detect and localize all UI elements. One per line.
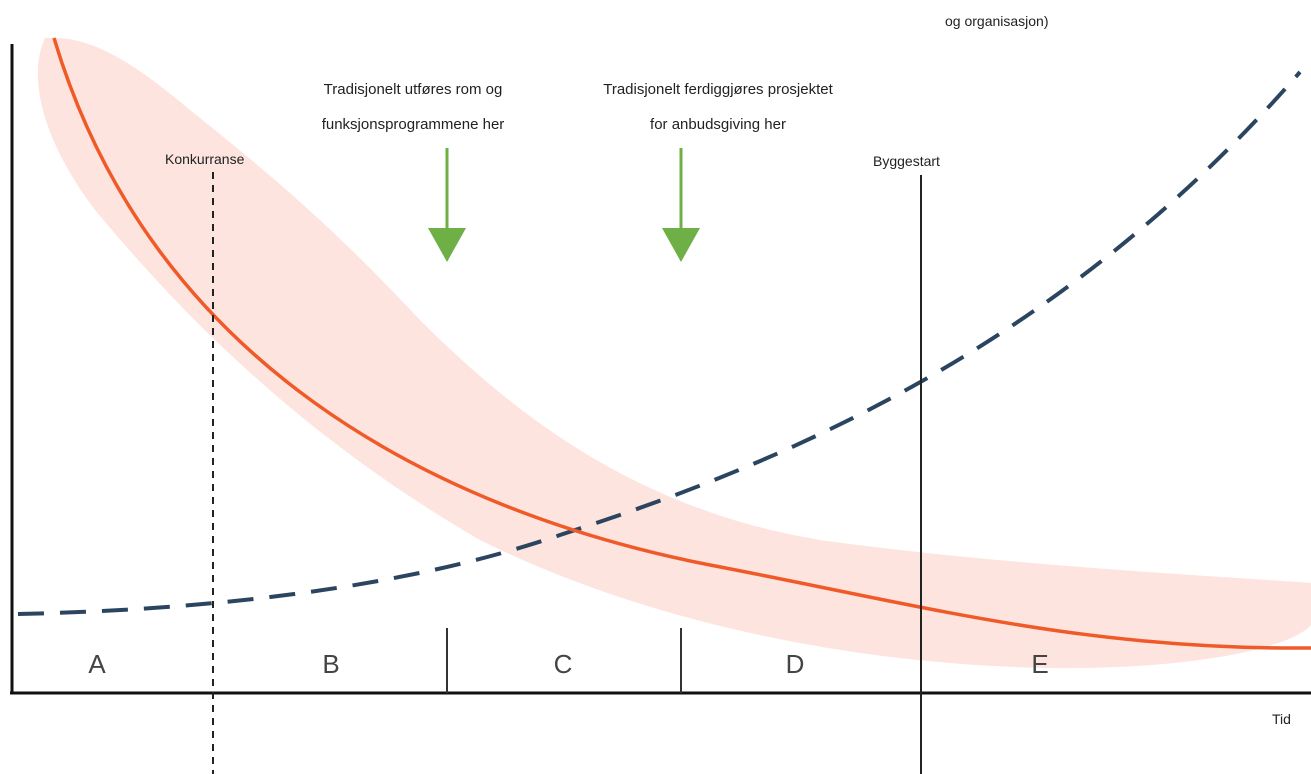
down-arrow-icon — [428, 148, 466, 262]
phase-label-c: C — [554, 649, 573, 679]
down-arrow-icon — [662, 148, 700, 262]
influence-band — [37, 37, 1311, 669]
phase-label-a: A — [88, 649, 106, 679]
phase-label-e: E — [1031, 649, 1048, 679]
cost-curve-dashed — [17, 70, 1302, 616]
phase-label-d: D — [786, 649, 805, 679]
influence-curve — [52, 37, 1311, 650]
note-rom-line2: funksjonsprogrammene her — [322, 116, 505, 133]
note-rom-line1: Tradisjonelt utføres rom og — [324, 81, 503, 98]
note-anbud-line2: for anbudsgiving her — [650, 116, 786, 133]
x-axis-label: Tid — [1272, 711, 1291, 727]
phase-label-b: B — [322, 649, 339, 679]
byggestart-label: Byggestart — [873, 153, 940, 169]
top-cut-text: og organisasjon) — [945, 13, 1049, 29]
note-anbud-line1: Tradisjonelt ferdiggjøres prosjektet — [603, 81, 833, 98]
konkurranse-label: Konkurranse — [165, 151, 245, 167]
